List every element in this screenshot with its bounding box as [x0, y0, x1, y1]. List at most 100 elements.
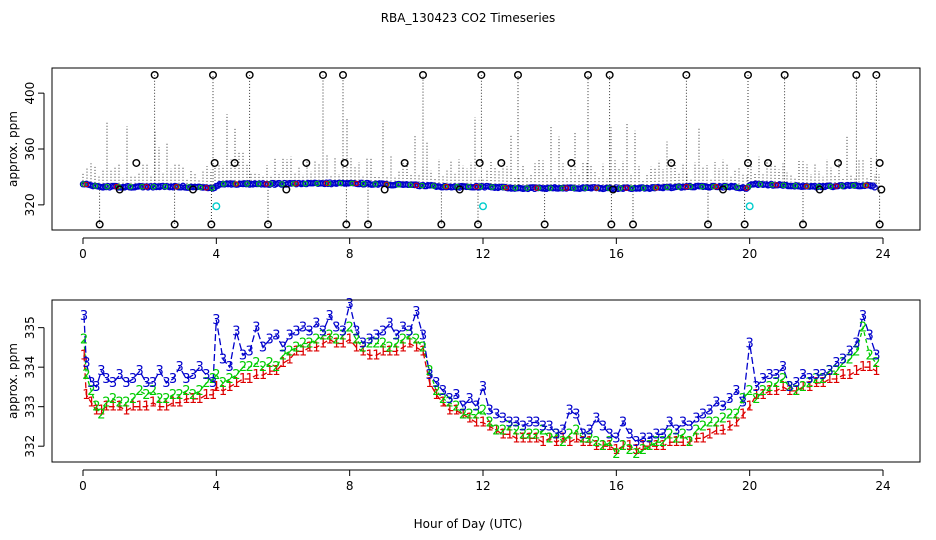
series-3-point: 3 — [786, 380, 794, 395]
series-1-point: 1 — [632, 443, 640, 458]
data-point-green — [255, 181, 262, 187]
series-2-point: 2 — [659, 435, 667, 450]
low-flag-marker — [437, 220, 446, 229]
series-3-point: 3 — [189, 368, 197, 383]
series-1-point: 1 — [169, 396, 177, 411]
series-3-point: 3 — [406, 325, 414, 340]
series-3-point: 3 — [806, 372, 814, 387]
series-1-point: 1 — [156, 400, 164, 415]
data-point-red — [803, 183, 810, 189]
series-2-point: 2 — [499, 423, 507, 438]
series-3-point: 3 — [686, 419, 694, 434]
cyan-flag-marker — [479, 202, 488, 211]
series-1-point: 1 — [446, 404, 454, 419]
series-2-point: 2 — [639, 443, 647, 458]
series-2-point: 2 — [652, 435, 660, 450]
x-tick-label: 4 — [213, 247, 221, 261]
series-1-point: 1 — [80, 348, 88, 363]
series-1-point: 1 — [452, 404, 460, 419]
series-1-point: 1 — [246, 372, 254, 387]
series-2-point: 2 — [666, 427, 674, 442]
series-2-point: 2 — [386, 340, 394, 355]
series-3-point: 3 — [739, 396, 747, 411]
series-1-point: 1 — [459, 408, 467, 423]
series-3-point: 3 — [759, 372, 767, 387]
high-flag-marker — [150, 70, 159, 79]
high-flag-marker — [477, 70, 486, 79]
series-3-point: 3 — [479, 380, 487, 395]
series-3-point: 3 — [399, 321, 407, 336]
series-3-point: 3 — [632, 435, 640, 450]
data-point-red — [233, 181, 240, 187]
series-3-point: 3 — [866, 329, 874, 344]
series-3-point: 3 — [339, 325, 347, 340]
flag-marker — [340, 158, 349, 167]
data-point-green — [629, 185, 635, 191]
x-tick-label: 24 — [875, 247, 890, 261]
series-1-point: 1 — [626, 439, 634, 454]
series-1-point: 1 — [466, 412, 474, 427]
series-3-point: 3 — [872, 348, 880, 363]
series-2-point: 2 — [606, 435, 614, 450]
series-3-point: 3 — [606, 427, 614, 442]
data-point-red — [83, 181, 90, 188]
data-point-green — [582, 185, 589, 191]
high-flag-marker — [245, 70, 254, 79]
series-2-point: 2 — [619, 439, 627, 454]
data-point-green — [244, 181, 250, 187]
series-2-point: 2 — [586, 431, 594, 446]
series-2-point: 2 — [439, 392, 447, 407]
series-3-point: 3 — [692, 412, 700, 427]
series-1-point: 1 — [586, 435, 594, 450]
series-2-point: 2 — [279, 348, 287, 363]
flag-marker — [815, 185, 824, 194]
data-point-green — [605, 185, 612, 191]
series-2-point: 2 — [799, 380, 807, 395]
series-2-point: 2 — [646, 439, 654, 454]
series-1-point: 1 — [566, 435, 574, 450]
data-point-red — [773, 182, 780, 188]
series-2-point: 2 — [426, 364, 434, 379]
series-1-point: 1 — [706, 427, 714, 442]
y-tick-label: 333 — [23, 395, 37, 418]
series-1-point: 1 — [732, 415, 740, 430]
data-point-red — [653, 185, 660, 191]
series-1-point: 1 — [646, 439, 654, 454]
low-flag-marker — [704, 220, 713, 229]
series-1-point: 1 — [212, 380, 220, 395]
series-2-point: 2 — [779, 372, 787, 387]
series-2-point: 2 — [359, 340, 367, 355]
series-2-point: 2 — [539, 423, 547, 438]
series-3-point: 3 — [652, 427, 660, 442]
series-2-point: 2 — [872, 356, 880, 371]
data-point-green — [325, 180, 332, 187]
low-flag-marker — [474, 220, 483, 229]
series-1-point: 1 — [366, 348, 374, 363]
series-1-point: 1 — [759, 388, 767, 403]
series-3-point: 3 — [659, 427, 667, 442]
series-2-point: 2 — [339, 329, 347, 344]
bottom-x-axis: 0 4 8 12 16 20 24 — [79, 469, 891, 493]
series-2-point: 2 — [472, 408, 480, 423]
series-2-point: 2 — [306, 336, 314, 351]
series-3-point: 3 — [209, 376, 217, 391]
series-3-point: 3 — [332, 321, 340, 336]
data-point-green — [512, 185, 519, 191]
series-2-point: 2 — [719, 412, 727, 427]
low-flag-marker — [875, 220, 884, 229]
series-1-point: 1 — [399, 340, 407, 355]
series-2-point: 2 — [786, 380, 794, 395]
series-3-point: 3 — [109, 376, 117, 391]
series-3-point: 3 — [666, 415, 674, 430]
series-1-point: 1 — [189, 392, 197, 407]
series-3-point: 3 — [452, 388, 460, 403]
data-point-green — [535, 185, 542, 191]
series-1-point: 1 — [866, 360, 874, 375]
data-point-red — [173, 184, 180, 190]
data-point-red — [293, 181, 300, 187]
series-3-point: 3 — [80, 309, 88, 324]
series-2-point: 2 — [612, 447, 620, 462]
series-3-point: 3 — [679, 415, 687, 430]
flag-marker — [764, 158, 773, 167]
series-1-point: 1 — [846, 368, 854, 383]
